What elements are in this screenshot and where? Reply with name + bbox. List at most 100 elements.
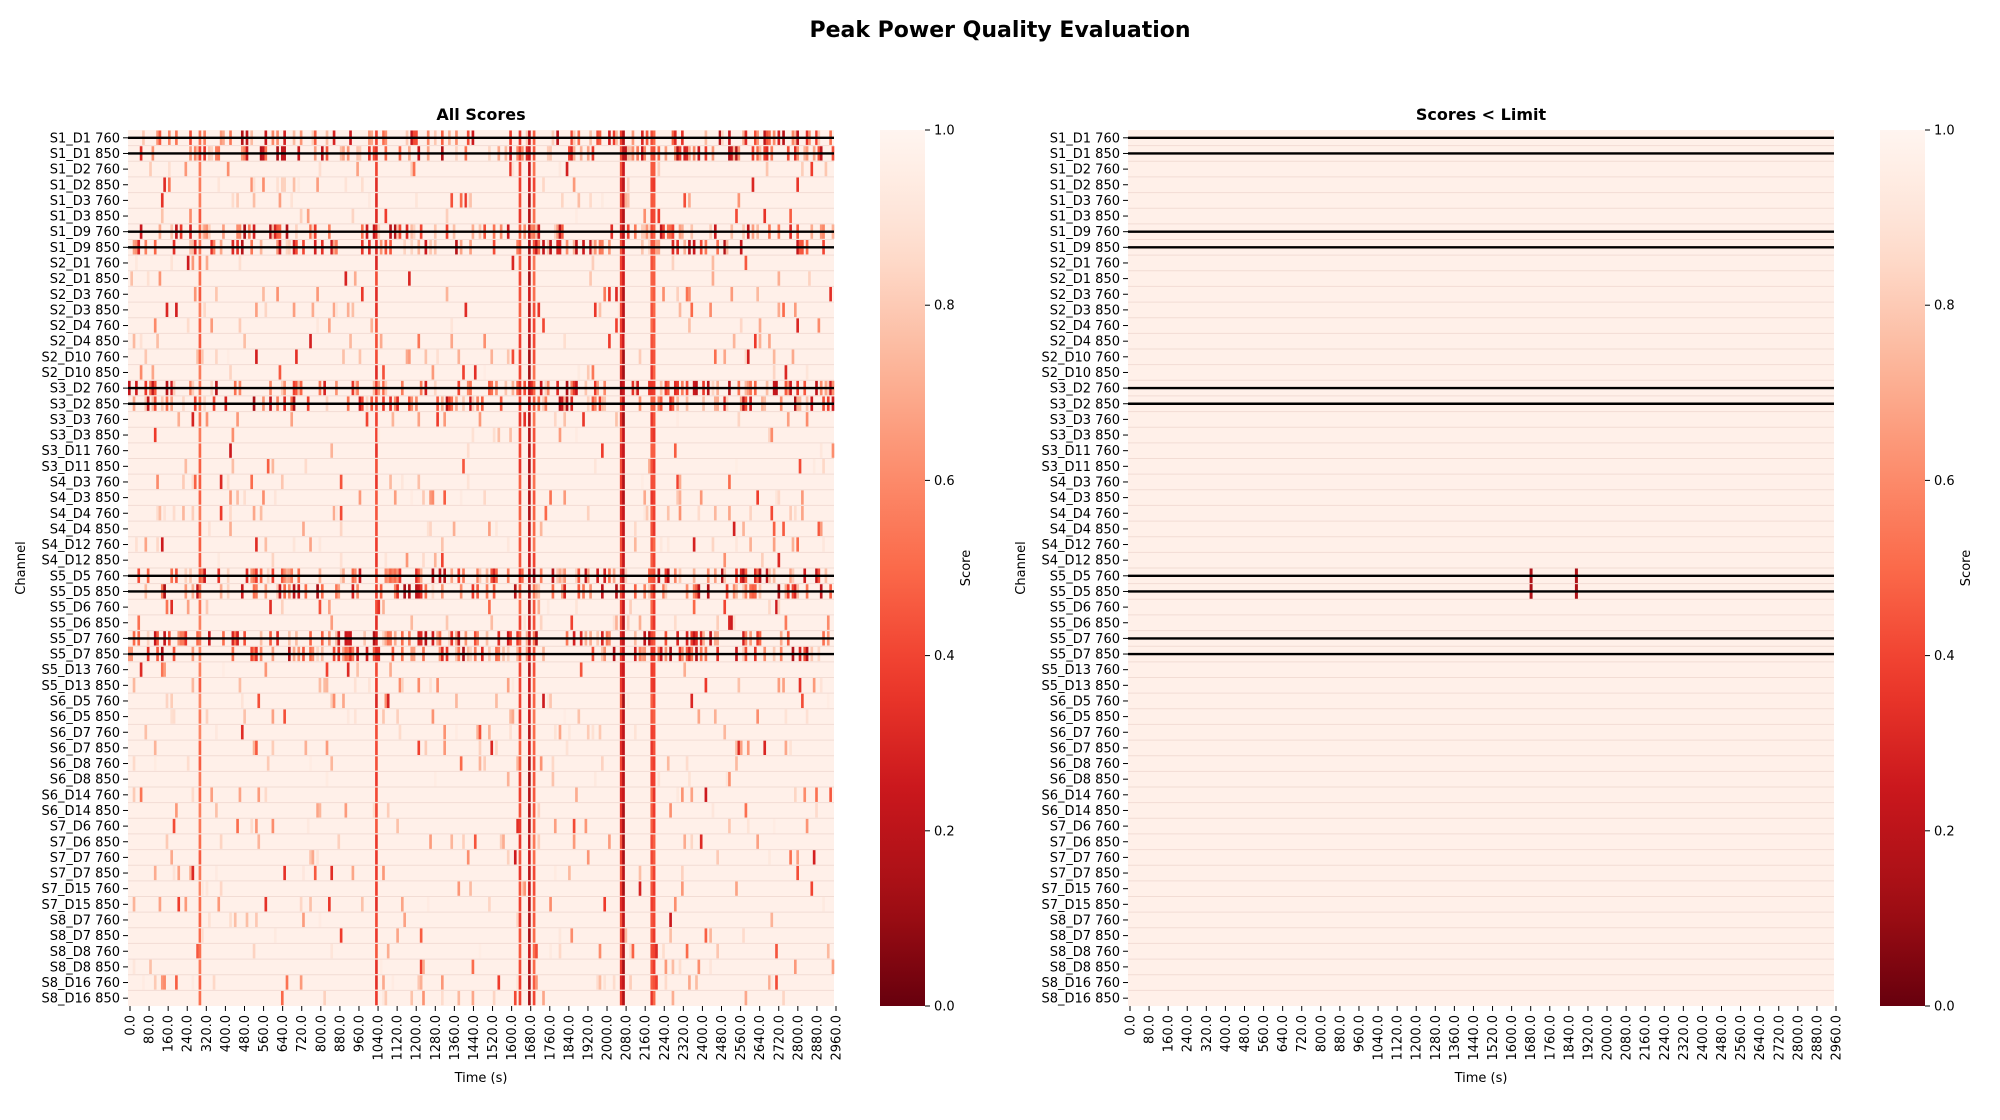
heatmap-cell <box>259 505 263 521</box>
y-tick-label: S3_D11 850 <box>41 460 120 475</box>
y-tick-label: S5_D13 850 <box>1041 679 1120 694</box>
x-tick-label: 2560.0 <box>734 1015 749 1061</box>
heatmap-cell <box>255 818 258 834</box>
heatmap-cell <box>676 412 679 427</box>
heatmap-cell <box>518 177 522 192</box>
heatmap-cell <box>728 474 731 490</box>
y-tick-label: S5_D7 850 <box>50 648 120 663</box>
heatmap-cell <box>462 459 465 474</box>
heatmap-cell <box>626 193 630 208</box>
heatmap-cell <box>558 943 562 959</box>
heatmap-cell <box>652 803 656 818</box>
heatmap-cell <box>205 599 209 615</box>
heatmap-cell <box>177 412 181 427</box>
heatmap-cell <box>358 349 362 364</box>
heatmap-cell <box>699 490 703 505</box>
heatmap-cell <box>622 928 625 943</box>
heatmap-cell <box>532 787 536 802</box>
heatmap-cell <box>490 615 494 630</box>
y-tick-label: S5_D13 760 <box>41 663 120 678</box>
heatmap-cell <box>532 412 536 427</box>
heatmap-cell <box>528 709 531 724</box>
heatmap-cell <box>551 756 555 771</box>
heatmap-cell <box>342 349 345 364</box>
heatmap-cell <box>678 474 682 490</box>
heatmap-cell <box>612 615 616 630</box>
heatmap-cell <box>537 803 541 818</box>
heatmap-cell <box>598 975 602 990</box>
heatmap-cell <box>137 615 141 630</box>
heatmap-cell <box>271 818 275 834</box>
heatmap-cell <box>728 771 731 787</box>
heatmap-cell <box>375 318 378 333</box>
heatmap-cell <box>139 662 143 677</box>
heatmap-cell <box>739 318 743 333</box>
heatmap-cell <box>198 271 202 286</box>
heatmap-cell <box>205 709 209 724</box>
heatmap-cell <box>215 286 218 302</box>
heatmap-cell <box>436 412 439 427</box>
heatmap-cell <box>497 975 501 990</box>
heatmap-cell <box>622 771 625 787</box>
y-tick-label: S4_D3 850 <box>50 491 120 506</box>
heatmap-cell <box>189 865 192 881</box>
heatmap-cell <box>386 803 390 818</box>
heatmap-cell <box>805 365 809 380</box>
heatmap-cell <box>200 349 204 364</box>
heatmap-cell <box>615 318 618 333</box>
heatmap-cell <box>198 333 202 349</box>
x-tick-label: 2560.0 <box>1734 1015 1749 1061</box>
heatmap-cell <box>280 474 284 490</box>
heatmap-cell <box>650 255 654 271</box>
heatmap-cell <box>619 897 623 912</box>
heatmap-cell <box>650 850 654 865</box>
heatmap-cell <box>170 709 174 724</box>
colorbar-tick-label: 0.6 <box>934 474 955 489</box>
heatmap-cell <box>796 537 799 552</box>
heatmap-cell <box>673 897 677 912</box>
y-tick-label: S1_D2 850 <box>50 178 120 193</box>
heatmap-cell <box>252 740 256 756</box>
y-tick-label: S5_D6 850 <box>1050 616 1120 631</box>
heatmap-cell <box>318 537 322 552</box>
x-tick-label: 720.0 <box>295 1015 310 1052</box>
y-axis-label: Channel <box>1014 541 1029 594</box>
heatmap-cell <box>768 850 771 865</box>
heatmap-cell <box>184 459 188 474</box>
heatmap-cell <box>330 943 334 959</box>
heatmap-cell <box>652 975 656 990</box>
heatmap-cell <box>262 490 265 505</box>
heatmap-cell <box>622 615 625 630</box>
heatmap-cell <box>542 693 545 709</box>
heatmap-cell <box>198 208 202 224</box>
x-tick-label: 2240.0 <box>658 1015 673 1061</box>
heatmap-cell <box>306 208 310 224</box>
heatmap-cell <box>238 255 242 271</box>
heatmap-cell <box>205 881 209 896</box>
heatmap-cell <box>518 365 522 380</box>
heatmap-cell <box>532 490 536 505</box>
heatmap-cell <box>532 709 536 724</box>
heatmap-cell <box>815 787 818 802</box>
heatmap-cell <box>532 615 536 630</box>
heatmap-cell <box>619 333 623 349</box>
heatmap-cell <box>210 318 214 333</box>
heatmap-cell <box>528 724 531 740</box>
heatmap-cell <box>177 865 181 881</box>
heatmap-cell <box>591 255 595 271</box>
heatmap-cell <box>153 427 157 443</box>
heatmap-cell <box>198 678 202 693</box>
heatmap-cell <box>532 756 536 771</box>
heatmap-cell <box>732 521 736 537</box>
heatmap-cell <box>365 412 369 427</box>
y-tick-label: S1_D1 850 <box>1050 147 1120 162</box>
heatmap-cell <box>622 912 625 928</box>
heatmap-cell <box>622 678 625 693</box>
heatmap-cell <box>563 709 567 724</box>
heatmap-cell <box>650 740 654 756</box>
heatmap-cell <box>652 756 656 771</box>
heatmap-cell <box>822 537 825 552</box>
heatmap-cell <box>269 599 272 615</box>
heatmap-cell <box>819 678 823 693</box>
y-tick-label: S8_D16 850 <box>1041 992 1120 1007</box>
